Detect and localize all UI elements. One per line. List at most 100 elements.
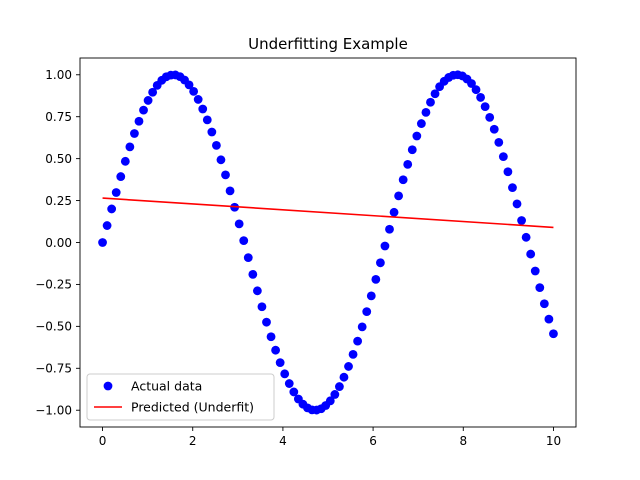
data-point: [471, 85, 481, 95]
data-point: [239, 236, 249, 246]
data-point: [221, 170, 230, 180]
chart-title: Underfitting Example: [248, 35, 408, 53]
data-point: [289, 387, 299, 397]
data-point: [339, 372, 349, 382]
data-point: [243, 253, 253, 262]
data-point: [271, 345, 280, 355]
data-point: [212, 140, 221, 150]
data-point: [275, 358, 285, 367]
y-tick-label: 0.00: [45, 236, 72, 250]
data-point: [111, 188, 121, 197]
data-point: [184, 80, 194, 90]
data-point: [416, 119, 426, 128]
y-axis: −1.00 −0.75 −0.50 −0.25 0.00 0.25 0.50 0.75 1.00: [35, 68, 80, 418]
x-tick-label: 8: [459, 434, 467, 448]
data-point: [398, 175, 408, 185]
data-point: [389, 207, 399, 217]
legend: Actual data Predicted (Underfit): [86, 373, 275, 421]
data-point: [467, 79, 476, 88]
data-point: [371, 275, 381, 284]
data-point: [521, 232, 531, 242]
data-point: [485, 112, 495, 122]
data-point: [252, 286, 262, 296]
data-point: [517, 216, 526, 225]
x-tick-label: 10: [546, 434, 561, 448]
y-tick-label: 0.50: [45, 152, 72, 166]
data-point: [216, 155, 226, 165]
data-point: [266, 332, 276, 342]
data-point: [335, 382, 344, 391]
data-point: [512, 199, 522, 209]
x-tick-label: 6: [369, 434, 377, 448]
y-tick-label: −0.25: [35, 278, 72, 292]
x-tick-label: 4: [279, 434, 287, 448]
data-point: [134, 116, 144, 126]
legend-box: [86, 373, 275, 421]
data-point: [139, 105, 148, 115]
data-point: [403, 159, 413, 169]
data-point: [539, 299, 549, 309]
data-point: [248, 269, 258, 279]
y-tick-label: −1.00: [35, 404, 72, 418]
y-tick-label: 0.25: [45, 194, 72, 208]
data-point: [353, 336, 363, 346]
data-point: [544, 314, 554, 324]
data-point: [225, 186, 235, 196]
data-point: [526, 249, 536, 259]
data-point: [535, 283, 545, 293]
data-point: [198, 104, 208, 114]
data-point: [325, 396, 335, 406]
data-point: [412, 131, 422, 141]
data-point: [202, 115, 212, 125]
x-tick-label: 0: [99, 434, 107, 448]
data-point: [98, 238, 107, 247]
data-point: [549, 329, 558, 339]
data-point: [193, 95, 203, 104]
data-point: [480, 102, 490, 112]
data-point: [257, 302, 267, 312]
legend-label: Actual data: [131, 379, 202, 394]
data-point: [498, 152, 508, 162]
data-point: [207, 127, 217, 137]
data-point: [280, 369, 290, 379]
y-tick-label: −0.50: [35, 320, 72, 334]
data-point: [189, 86, 199, 96]
data-point: [494, 137, 504, 147]
data-point: [394, 191, 404, 201]
data-point: [489, 124, 499, 134]
x-tick-label: 2: [189, 434, 197, 448]
data-point: [130, 129, 139, 138]
data-point: [530, 266, 540, 276]
data-point: [503, 167, 513, 177]
data-point: [421, 107, 431, 117]
legend-label: Predicted (Underfit): [131, 400, 254, 415]
data-point: [508, 183, 517, 193]
data-point: [344, 362, 353, 371]
data-point: [348, 349, 358, 359]
data-point: [330, 390, 340, 399]
data-point: [366, 291, 376, 301]
prediction-line: [102, 197, 554, 229]
y-tick-label: −0.75: [35, 362, 72, 376]
data-point: [362, 307, 372, 316]
data-point: [102, 221, 112, 230]
data-point: [357, 322, 367, 332]
data-point: [380, 241, 390, 251]
series-1: [102, 197, 554, 229]
series-0: [98, 70, 558, 415]
data-point: [407, 145, 417, 155]
data-point: [385, 224, 394, 234]
data-point: [376, 258, 385, 268]
data-point: [116, 172, 126, 181]
data-point: [120, 156, 130, 166]
data-point: [426, 97, 435, 107]
data-point: [125, 142, 135, 152]
y-tick-label: 0.75: [45, 110, 72, 124]
data-point: [234, 219, 244, 229]
data-point: [148, 87, 158, 97]
data-point: [476, 93, 485, 102]
data-point: [430, 89, 440, 99]
y-tick-label: 1.00: [45, 68, 72, 82]
legend-marker: [103, 381, 113, 391]
